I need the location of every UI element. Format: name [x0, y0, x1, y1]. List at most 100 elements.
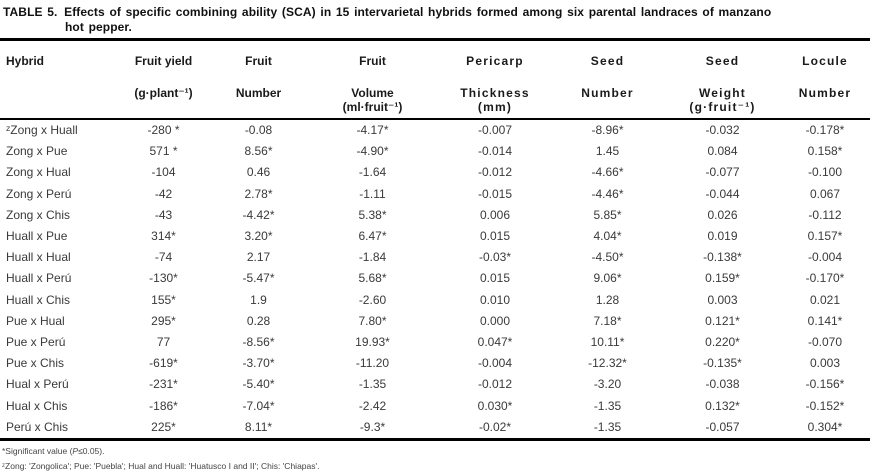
value-cell: -0.012 — [477, 165, 513, 180]
value-cell: -1.84 — [358, 250, 387, 265]
value-cell: 0.132* — [705, 398, 740, 413]
footnote-landraces: ᶻZong: 'Zongolica'; Pue: 'Puebla'; Hual … — [2, 461, 320, 472]
value-cell: -1.35 — [593, 398, 622, 413]
value-cell: 0.003 — [809, 356, 841, 371]
value-cell: 5.38* — [358, 207, 387, 222]
value-cell: -280 * — [147, 123, 180, 137]
value-cell: 5.68* — [358, 271, 387, 286]
value-cell: 0.015 — [479, 229, 511, 244]
table-title: TABLE 5. Effects of specific combining a… — [0, 0, 870, 41]
table-row: Zong x Chis -43 -4.42* 5.38* 0.006 5.85*… — [0, 205, 870, 226]
value-cell: -0.038 — [705, 377, 740, 392]
value-cell: -104 — [151, 165, 176, 180]
value-cell: -0.135* — [703, 356, 742, 371]
value-cell: -12.32* — [588, 356, 627, 371]
value-cell: -5.40* — [242, 377, 275, 392]
value-cell: 0.030* — [477, 398, 513, 413]
value-cell: -3.70* — [242, 356, 275, 371]
value-cell: 0.220* — [705, 335, 740, 350]
hybrid-name-cell: Zong x Pue — [6, 144, 68, 159]
hybrid-name-cell: Huall x Perú — [6, 271, 72, 286]
value-cell: -8.96* — [591, 123, 624, 137]
value-cell: 0.28 — [246, 313, 271, 328]
table-row: Zong x Hual -104 0.46 -1.64 -0.012 -4.66… — [0, 162, 870, 183]
hybrid-name-cell: Zong x Chis — [6, 207, 71, 222]
table-row: Huall x Chis 155* 1.9 -2.60 0.010 1.28 0… — [0, 290, 870, 311]
value-cell: -0.007 — [477, 123, 513, 137]
value-cell: 0.010 — [479, 292, 511, 307]
column-header-hybrid: Hybrid — [6, 54, 45, 68]
value-cell: 0.159* — [705, 271, 740, 286]
value-cell: -4.50* — [591, 250, 624, 265]
value-cell: 7.80* — [358, 313, 387, 328]
value-cell: -0.012 — [477, 377, 513, 392]
value-cell: 225* — [151, 419, 176, 434]
column-unit-pericarp-thickness: Thickness (mm) — [460, 86, 530, 114]
value-cell: 77 — [156, 335, 171, 350]
value-cell: -0.170* — [805, 271, 845, 286]
table-row: Hual x Chis -186* -7.04* -2.42 0.030* -1… — [0, 396, 870, 417]
value-cell: 0.067 — [809, 186, 841, 201]
value-cell: 0.000 — [479, 313, 511, 328]
value-cell: -0.03* — [478, 250, 512, 265]
value-cell: 2.17 — [246, 250, 271, 265]
hybrid-name-cell: Hual x Chis — [6, 398, 68, 413]
value-cell: -0.138* — [703, 250, 742, 265]
column-header-seed-number: Seed — [590, 54, 625, 68]
value-cell: 314* — [151, 229, 176, 244]
value-cell: -8.56* — [242, 335, 275, 350]
column-header-seed-weight: Seed — [705, 54, 740, 68]
value-cell: 1.28 — [595, 292, 620, 307]
value-cell: 0.46 — [246, 165, 271, 180]
value-cell: -0.077 — [705, 165, 740, 180]
table-row: Pue x Hual 295* 0.28 7.80* 0.000 7.18* 0… — [0, 311, 870, 332]
table-header: Hybrid Fruit yield Fruit Fruit Pericarp … — [0, 41, 870, 119]
value-cell: -2.42 — [358, 398, 387, 413]
footnotes: *Significant value (P≤0.05). ᶻZong: 'Zon… — [0, 441, 870, 472]
footnote-significance-post: ≤0.05). — [78, 446, 105, 457]
value-cell: -0.178* — [805, 123, 845, 137]
hybrid-name-cell: Zong x Hual — [6, 165, 71, 180]
value-cell: -0.08 — [244, 123, 273, 137]
value-cell: -4.17* — [356, 123, 389, 137]
value-cell: -0.014 — [477, 144, 513, 159]
value-cell: -0.152* — [805, 398, 845, 413]
value-cell: -0.015 — [477, 186, 513, 201]
value-cell: -0.044 — [705, 186, 740, 201]
header-row-labels: Hybrid Fruit yield Fruit Fruit Pericarp … — [0, 41, 870, 68]
column-unit-fruit-number: Number — [235, 86, 282, 100]
value-cell: 19.93* — [355, 335, 390, 350]
value-cell: 1.45 — [595, 144, 620, 159]
value-cell: 1.9 — [250, 292, 267, 307]
column-unit-locule-number: Number — [798, 86, 852, 100]
value-cell: -9.3* — [359, 419, 386, 434]
value-cell: -11.20 — [355, 356, 390, 371]
footnote-significance-p: P — [72, 446, 79, 457]
hybrid-name-cell: Hual x Perú — [6, 377, 69, 392]
value-cell: 8.56* — [244, 144, 273, 159]
value-cell: 4.04* — [593, 229, 622, 244]
table-row: Pue x Perú 77 -8.56* 19.93* 0.047* 10.11… — [0, 332, 870, 353]
value-cell: 0.015 — [479, 271, 511, 286]
value-cell: 6.47* — [358, 229, 387, 244]
value-cell: 8.11* — [244, 419, 273, 434]
column-unit-fruit-volume: Volume (ml·fruit⁻¹) — [342, 86, 403, 114]
hybrid-name-cell: Huall x Chis — [6, 292, 71, 307]
value-cell: -3.20 — [593, 377, 622, 392]
value-cell: -186* — [149, 398, 178, 413]
value-cell: 0.019 — [707, 229, 738, 244]
value-cell: -0.100 — [807, 165, 843, 180]
value-cell: 0.006 — [479, 207, 511, 222]
value-cell: -43 — [154, 207, 173, 222]
table-row: Zong x Pue 571 * 8.56* -4.90* -0.014 1.4… — [0, 141, 870, 162]
table-row: Huall x Pue 314* 3.20* 6.47* 0.015 4.04*… — [0, 226, 870, 247]
column-header-locule-number: Locule — [802, 54, 848, 68]
column-unit-seed-number: Number — [581, 86, 634, 100]
value-cell: -74 — [154, 250, 173, 265]
column-unit-seed-weight: Weight (g·fruit⁻¹) — [689, 86, 756, 114]
value-cell: -0.02* — [478, 419, 512, 434]
sca-table: Hybrid Fruit yield Fruit Fruit Pericarp … — [0, 41, 870, 441]
value-cell: 0.021 — [809, 292, 841, 307]
value-cell: -1.35 — [358, 377, 387, 392]
value-cell: -1.35 — [593, 419, 622, 434]
